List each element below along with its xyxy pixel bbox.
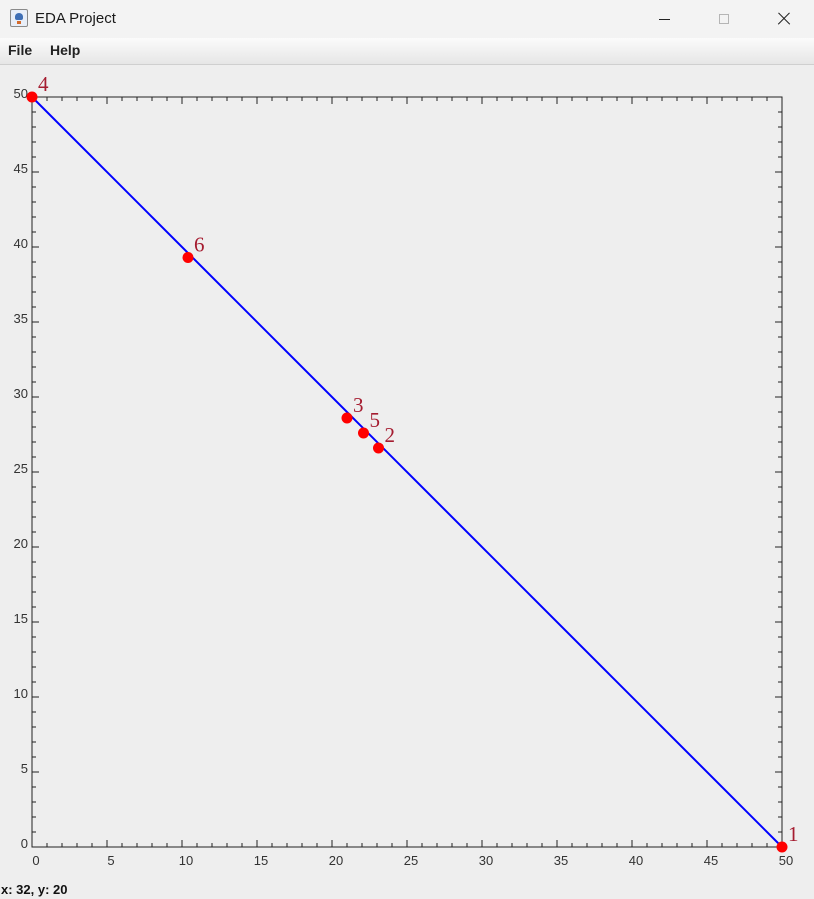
data-point-4[interactable]	[26, 91, 38, 103]
x-tick-label: 25	[404, 853, 418, 868]
title-bar: EDA Project	[0, 0, 814, 38]
y-tick-label: 50	[14, 86, 28, 101]
y-tick-label: 40	[14, 236, 28, 251]
window-title: EDA Project	[35, 10, 116, 27]
data-point-5[interactable]	[358, 427, 369, 439]
y-tick-label: 35	[14, 311, 28, 326]
x-tick-label: 30	[479, 853, 493, 868]
java-cup-icon	[10, 9, 28, 27]
data-point-1[interactable]	[776, 841, 788, 853]
point-label-1: 1	[788, 822, 799, 846]
x-tick-label: 15	[254, 853, 268, 868]
y-tick-label: 5	[21, 761, 28, 776]
plot-canvas[interactable]: 0 5 10 15 20 25 30 35 40 45 5005101520253035404550…	[0, 64, 814, 882]
x-tick-label: 35	[554, 853, 568, 868]
series-line	[31, 96, 783, 848]
y-tick-label: 10	[14, 686, 28, 701]
x-tick-label: 0	[32, 853, 39, 868]
x-tick-label: 5	[107, 853, 114, 868]
close-button[interactable]	[754, 0, 814, 38]
close-icon	[777, 12, 791, 26]
y-tick-label: 20	[14, 536, 28, 551]
maximize-icon	[719, 14, 729, 24]
menu-bar: File Help	[0, 38, 814, 65]
y-tick-label: 0	[21, 836, 28, 851]
cursor-coordinates: x: 32, y: 20	[1, 882, 68, 897]
menu-help[interactable]: Help	[50, 42, 81, 58]
data-point-3[interactable]	[341, 412, 353, 424]
maximize-button[interactable]	[694, 0, 754, 38]
point-label-2: 2	[385, 423, 396, 447]
x-tick-label: 50	[779, 853, 793, 868]
point-label-6: 6	[194, 233, 205, 257]
x-tick-label: 45	[704, 853, 718, 868]
y-tick-label: 25	[14, 461, 28, 476]
data-point-2[interactable]	[373, 442, 384, 454]
data-point-6[interactable]	[182, 252, 194, 263]
menu-file[interactable]: File	[8, 42, 33, 58]
y-tick-label: 15	[14, 611, 28, 626]
x-tick-label: 10	[179, 853, 193, 868]
point-label-5: 5	[370, 408, 381, 432]
x-tick-label: 20	[329, 853, 343, 868]
minimize-icon	[658, 18, 670, 20]
point-label-4: 4	[38, 72, 49, 96]
x-tick-label: 40	[629, 853, 643, 868]
point-label-3: 3	[353, 393, 364, 417]
minimize-button[interactable]	[634, 0, 694, 38]
y-tick-label: 30	[14, 386, 28, 401]
y-tick-label: 45	[14, 161, 28, 176]
tick-marks	[31, 96, 783, 848]
